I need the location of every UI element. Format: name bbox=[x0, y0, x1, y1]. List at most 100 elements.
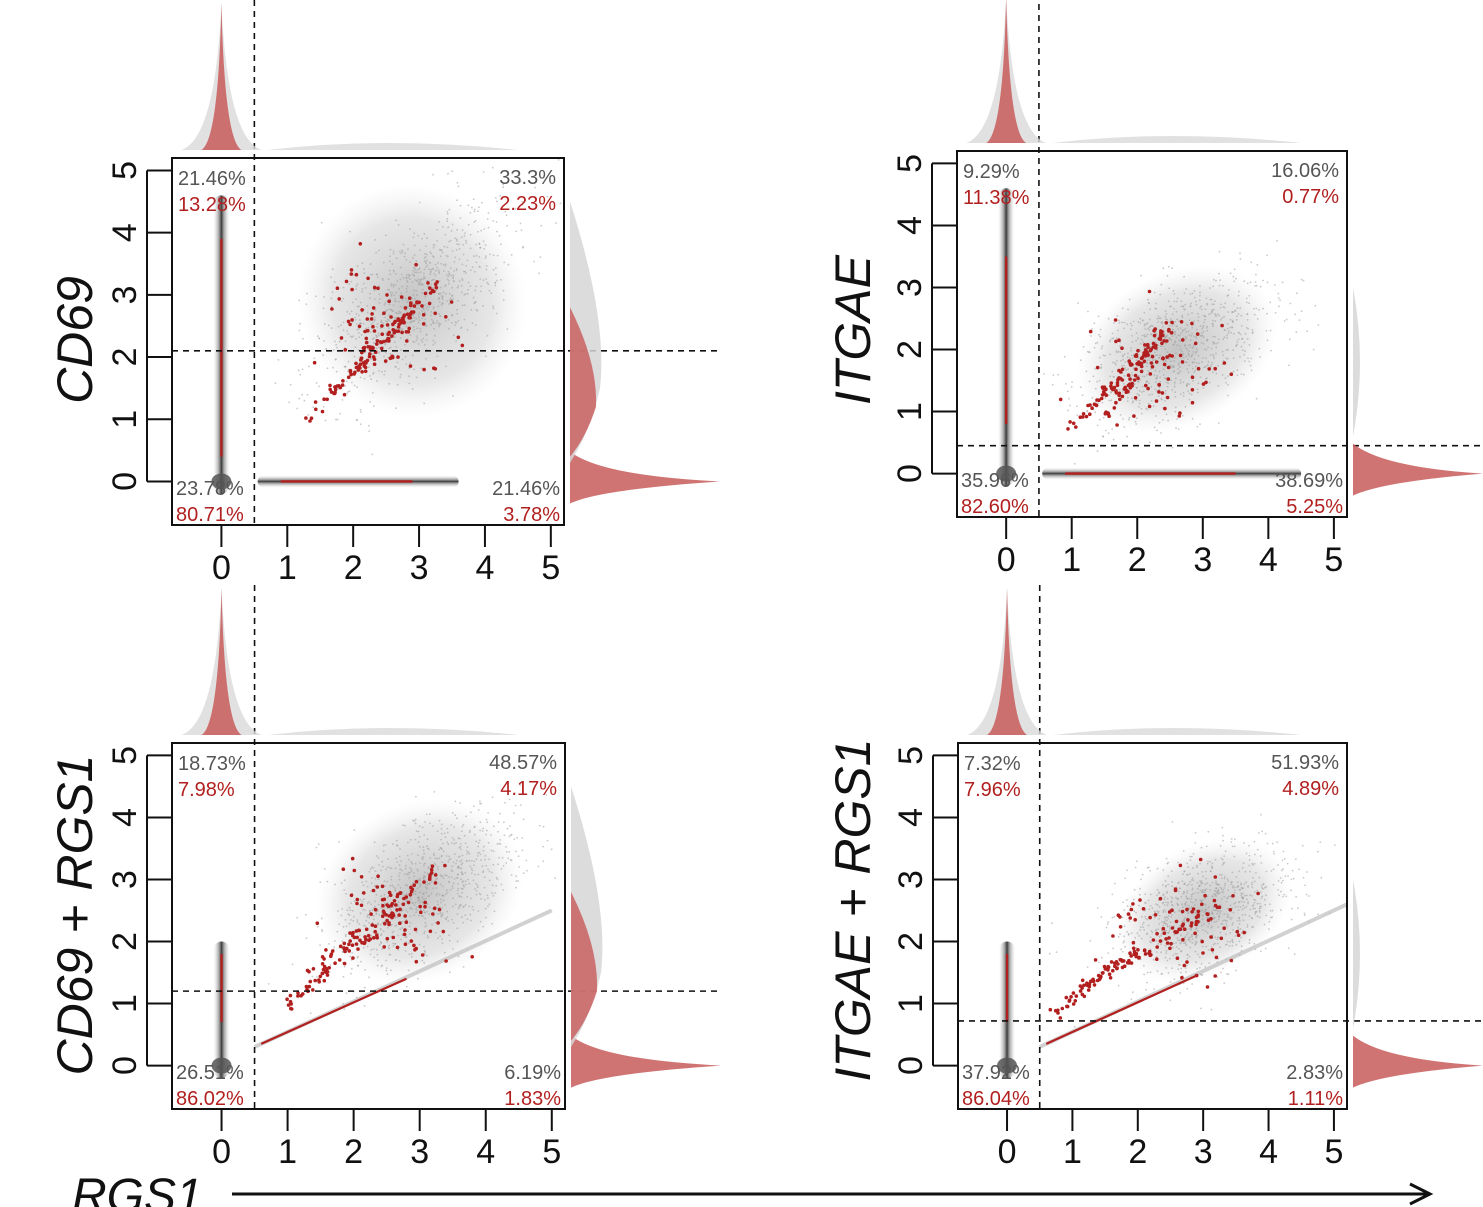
grey-point bbox=[1230, 883, 1232, 886]
grey-point bbox=[505, 862, 508, 864]
grey-point bbox=[1185, 337, 1187, 340]
grey-point bbox=[1130, 354, 1133, 357]
red-point bbox=[415, 300, 419, 305]
grey-point bbox=[428, 906, 431, 909]
grey-point bbox=[1082, 346, 1085, 348]
grey-point bbox=[342, 925, 345, 928]
grey-point bbox=[1192, 933, 1194, 936]
grey-point bbox=[408, 933, 411, 935]
grey-point bbox=[347, 333, 350, 335]
grey-point bbox=[394, 889, 397, 892]
grey-point bbox=[458, 905, 461, 908]
grey-point bbox=[1215, 372, 1218, 375]
x-tick-label: 1 bbox=[1063, 1133, 1082, 1171]
grey-point bbox=[407, 942, 410, 945]
grey-point bbox=[474, 888, 476, 890]
grey-point bbox=[1121, 307, 1124, 310]
red-point bbox=[1179, 320, 1184, 324]
red-point bbox=[1143, 348, 1148, 352]
red-point bbox=[1084, 414, 1089, 419]
grey-point bbox=[378, 249, 380, 252]
grey-point bbox=[1173, 933, 1176, 936]
grey-point bbox=[440, 915, 443, 918]
grey-point bbox=[1100, 367, 1102, 370]
red-point bbox=[1186, 918, 1190, 922]
grey-point bbox=[459, 845, 462, 848]
red-point bbox=[419, 910, 423, 915]
grey-point bbox=[1155, 378, 1158, 380]
red-point bbox=[422, 880, 426, 884]
grey-point bbox=[1191, 889, 1194, 891]
grey-point bbox=[374, 309, 377, 312]
grey-point bbox=[1207, 364, 1209, 366]
grey-point bbox=[468, 905, 471, 908]
grey-point bbox=[1124, 945, 1126, 948]
red-point bbox=[420, 304, 424, 308]
grey-point bbox=[374, 318, 376, 321]
red-point bbox=[1209, 935, 1213, 939]
grey-point bbox=[1159, 376, 1162, 379]
grey-point bbox=[487, 212, 490, 214]
grey-point bbox=[1217, 422, 1220, 424]
grey-point bbox=[1107, 317, 1110, 320]
grey-point bbox=[385, 320, 387, 323]
grey-point bbox=[313, 357, 316, 360]
grey-point bbox=[339, 412, 342, 415]
grey-point bbox=[1182, 873, 1184, 876]
red-point bbox=[1048, 1007, 1053, 1012]
grey-point bbox=[1209, 884, 1212, 887]
red-point bbox=[1180, 924, 1185, 928]
grey-point bbox=[1156, 354, 1159, 356]
grey-point bbox=[1248, 302, 1250, 304]
grey-point bbox=[446, 874, 448, 877]
red-point bbox=[1074, 994, 1079, 998]
grey-point bbox=[1281, 281, 1284, 284]
grey-point bbox=[323, 296, 325, 298]
grey-point bbox=[1156, 376, 1158, 379]
grey-point bbox=[347, 360, 350, 363]
grey-point bbox=[1237, 885, 1240, 888]
red-point bbox=[429, 867, 434, 872]
red-point bbox=[342, 941, 347, 946]
grey-point bbox=[327, 324, 330, 327]
grey-point bbox=[356, 386, 358, 388]
grey-point bbox=[461, 891, 463, 894]
grey-point bbox=[386, 973, 389, 976]
grey-point bbox=[450, 230, 453, 232]
red-point bbox=[1104, 393, 1109, 398]
grey-point bbox=[1211, 913, 1214, 916]
grey-point bbox=[391, 843, 394, 845]
grey-point bbox=[1183, 870, 1186, 873]
grey-point bbox=[1179, 332, 1182, 335]
red-point bbox=[321, 967, 326, 972]
grey-point bbox=[1138, 402, 1141, 405]
grey-point bbox=[1130, 932, 1133, 935]
red-point bbox=[1168, 946, 1172, 951]
grey-point bbox=[341, 940, 344, 943]
grey-point bbox=[406, 854, 409, 857]
grey-point bbox=[1149, 308, 1152, 311]
red-point bbox=[354, 361, 358, 366]
grey-point bbox=[404, 309, 407, 312]
grey-point bbox=[485, 864, 488, 867]
grey-point bbox=[1254, 891, 1256, 893]
grey-point bbox=[1139, 342, 1142, 345]
grey-point bbox=[1224, 884, 1226, 887]
grey-point bbox=[1333, 844, 1336, 846]
origin-cluster bbox=[211, 473, 232, 490]
grey-point bbox=[369, 297, 372, 300]
red-point bbox=[1153, 913, 1158, 917]
grey-point bbox=[464, 270, 466, 273]
red-point bbox=[389, 315, 393, 319]
grey-point bbox=[358, 934, 361, 937]
grey-point bbox=[1134, 420, 1137, 423]
red-point bbox=[1190, 400, 1195, 405]
grey-point bbox=[369, 909, 371, 912]
grey-point bbox=[434, 274, 437, 277]
grey-point bbox=[378, 370, 380, 372]
grey-point bbox=[372, 915, 375, 917]
red-point bbox=[1203, 893, 1207, 898]
grey-point bbox=[365, 880, 368, 883]
grey-point bbox=[1160, 283, 1163, 286]
grey-point bbox=[440, 823, 443, 826]
